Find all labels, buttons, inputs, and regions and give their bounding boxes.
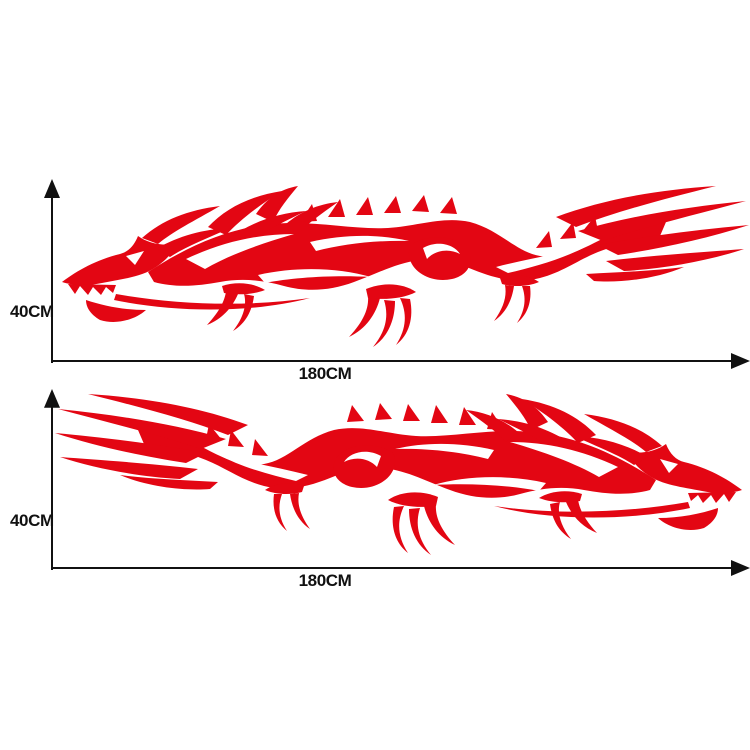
width-dimension-label-bottom: 180CM — [298, 571, 352, 590]
height-dimension-label-top: 40CM — [10, 302, 54, 321]
dragon-decal-facing-left — [58, 186, 750, 348]
size-diagram-top: 40CM 180CM — [10, 0, 750, 383]
width-dimension-arrow-top — [51, 353, 750, 369]
height-dimension-arrow-bottom — [44, 389, 60, 570]
height-dimension-label-bottom: 40CM — [10, 511, 54, 530]
dragon-decal-facing-right — [54, 394, 746, 556]
width-dimension-label-top: 180CM — [298, 364, 352, 383]
size-diagram-bottom: 40CM 180CM — [0, 385, 750, 750]
width-dimension-arrow-bottom — [51, 560, 750, 576]
height-dimension-arrow-top — [44, 179, 60, 363]
